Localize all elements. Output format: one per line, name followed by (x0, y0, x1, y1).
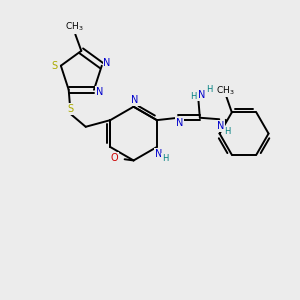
Text: O: O (111, 153, 118, 163)
Text: N: N (176, 118, 184, 128)
Text: N: N (217, 121, 224, 131)
Text: S: S (67, 104, 73, 114)
Text: H: H (162, 154, 168, 163)
Text: N: N (155, 148, 162, 159)
Text: N: N (96, 87, 103, 97)
Text: N: N (103, 58, 111, 68)
Text: S: S (51, 61, 57, 71)
Text: H: H (224, 127, 231, 136)
Text: CH$_3$: CH$_3$ (64, 21, 83, 33)
Text: N: N (198, 90, 206, 100)
Text: H: H (206, 85, 213, 94)
Text: N: N (131, 95, 139, 105)
Text: CH$_3$: CH$_3$ (216, 84, 234, 97)
Text: H: H (190, 92, 196, 101)
